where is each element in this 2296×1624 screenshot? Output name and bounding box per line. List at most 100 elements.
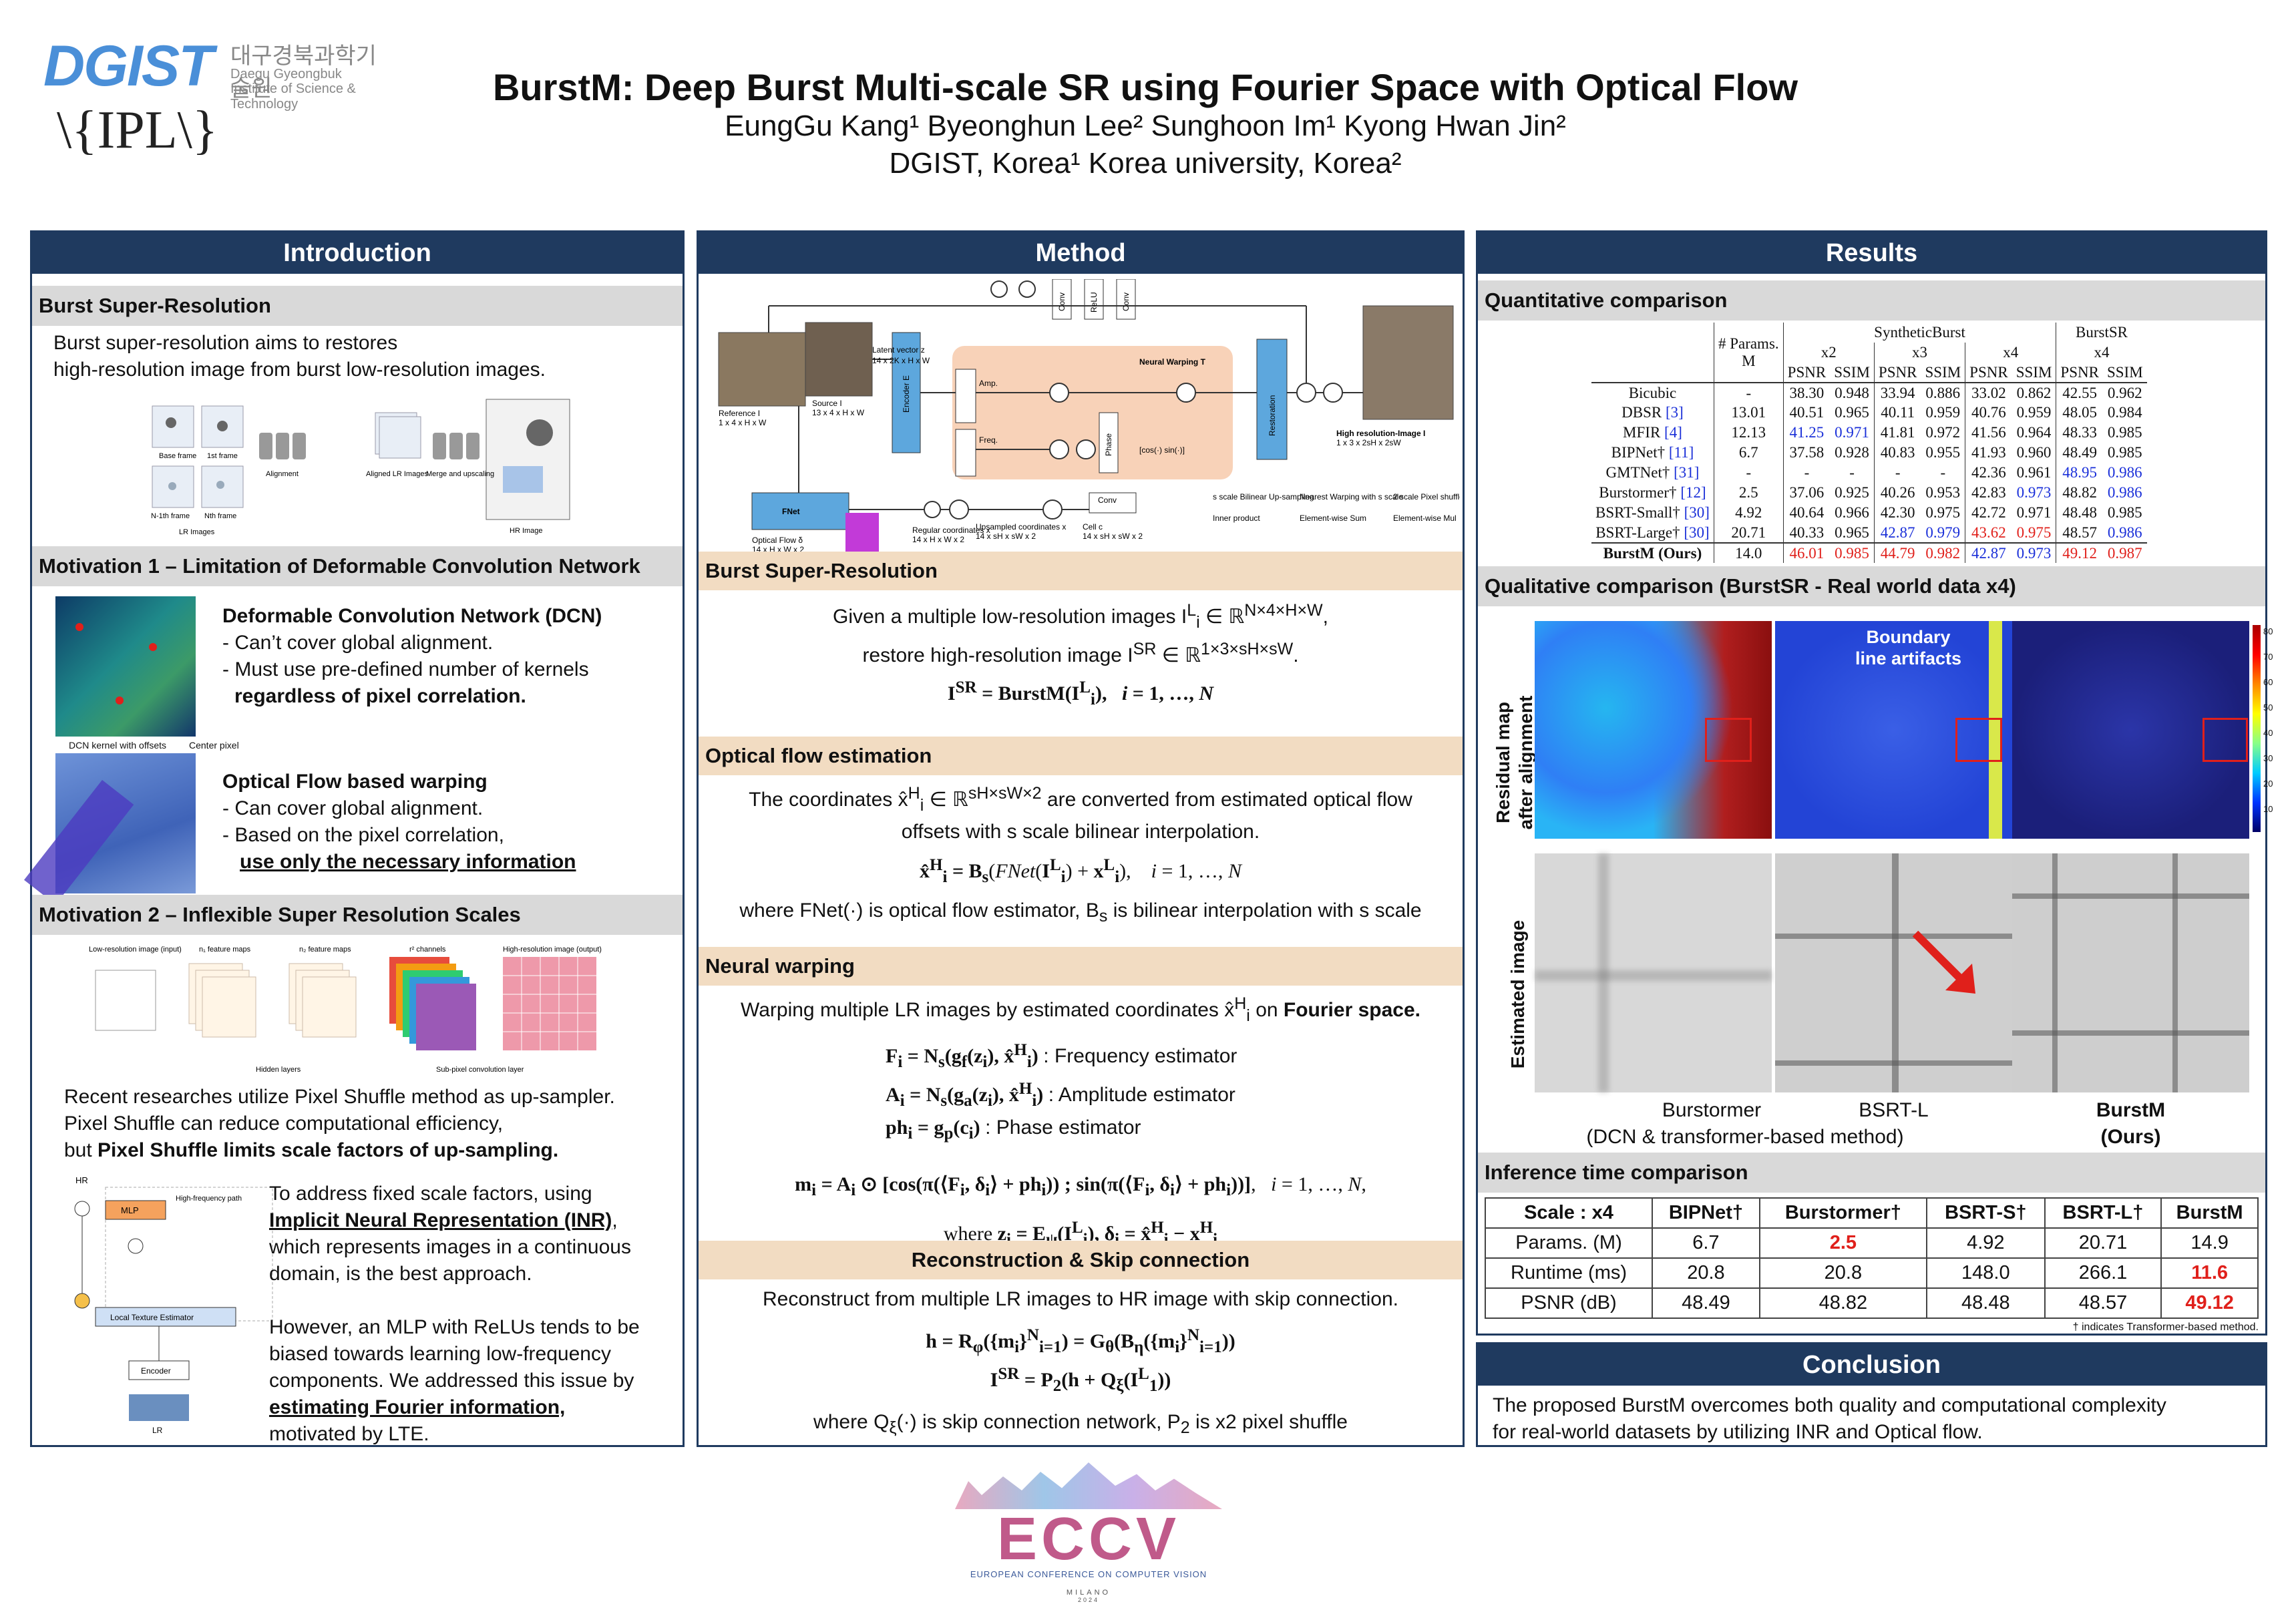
of-title: Optical Flow based warping — [222, 771, 488, 793]
th-psnr: PSNR — [1965, 363, 2012, 383]
inference-row-label: Params. (M) — [1484, 1227, 1654, 1259]
inference-table: Scale : x4 BIPNet† Burstormer† BSRT-S† BSRT-… — [1484, 1197, 2259, 1319]
table-row: MFIR [4] 12.13 41.25 0.971 41.81 0.972 41.56 0.… — [1591, 423, 2147, 443]
value-cell: 0.985 — [2107, 444, 2142, 461]
colorbar-tick: 60 — [2263, 677, 2273, 687]
ps-hidden-label: Hidden layers — [256, 1066, 301, 1074]
diag-relu: ReLU — [1089, 292, 1099, 313]
method-optical-flow-heading: Optical flow estimation — [699, 737, 1463, 775]
value-cell: 0.948 — [1835, 384, 1869, 401]
method-name-cell: Burstormer† [12] — [1599, 484, 1706, 501]
inference-value-cell: 4.92 — [1925, 1227, 2046, 1259]
colorbar-tick: 50 — [2263, 702, 2273, 713]
colorbar — [2253, 625, 2261, 832]
value-cell: 48.57 — [2056, 523, 2103, 543]
method-name-cell: DBSR [3] — [1621, 404, 1684, 421]
table-row: BurstM (Ours) 14.0 46.01 0.985 44.79 0.982 42.… — [1591, 543, 2147, 563]
fig1-first-label: 1st frame — [207, 452, 238, 460]
fig1-aligned-label: Aligned LR Images — [366, 470, 428, 478]
inference-header-cell: Scale : x4 — [1484, 1197, 1654, 1229]
value-cell: 0.972 — [1925, 424, 1961, 441]
value-cell: 0.862 — [2016, 384, 2052, 401]
value-cell: 40.11 — [1873, 403, 1921, 423]
inference-value-cell: 48.82 — [1758, 1287, 1927, 1319]
inference-row-label: PSNR (dB) — [1484, 1287, 1654, 1319]
method-s1-line2: restore high-resolution image ISR ∈ ℝ1×3… — [862, 640, 1299, 666]
method-s1-line1: Given a multiple low-resolution images I… — [832, 601, 1329, 632]
value-cell: 44.79 — [1873, 543, 1921, 563]
inference-value-cell: 49.12 — [2160, 1287, 2259, 1319]
method-diagram: Latent vector z 14 x 2K x H x W Referenc… — [718, 279, 1460, 554]
value-cell: 0.959 — [2016, 404, 2052, 421]
pixel-shuffle-figure: Low-resolution image (input) n₁ feature … — [89, 946, 602, 1074]
th-ssim: SSIM — [1925, 363, 1961, 381]
inr-lte-label: Local Texture Estimator — [110, 1313, 194, 1322]
inference-header-cell: BurstM — [2160, 1197, 2259, 1229]
value-cell: 0.966 — [1835, 504, 1869, 521]
params-cell: 13.01 — [1713, 403, 1784, 423]
table-row: GMTNet† [31] - - - - -42.36 0.961 48.95 0.986 — [1591, 463, 2147, 483]
residual-map-bsrt: Boundary line artifacts — [1775, 621, 2012, 839]
method-s2-line3: where FNet(·) is optical flow estimator,… — [739, 899, 1422, 926]
diag-encoder: Encoder E — [902, 375, 911, 413]
qualitative-heading: Qualitative comparison (BurstSR - Real w… — [1478, 566, 2265, 606]
dgist-logo: DGIST 대구경북과학기술원 Daegu Gyeongbuk Institut… — [43, 33, 391, 112]
value-cell: 41.25 — [1782, 423, 1831, 443]
inference-value-cell: 48.48 — [1925, 1287, 2046, 1319]
fig1-nth-label: Nth frame — [204, 512, 236, 520]
value-cell: 38.30 — [1782, 383, 1831, 403]
diag-regular-dim: 14 x H x W x 2 — [912, 535, 964, 544]
value-cell: 0.971 — [1835, 424, 1869, 441]
inference-value-cell: 48.49 — [1652, 1287, 1760, 1319]
method-heading: Method — [699, 232, 1463, 274]
diag-fnet: FNet — [782, 507, 800, 516]
inr-text-6: biased towards learning low-frequency — [269, 1343, 611, 1365]
diag-leg-bs: s scale Bilinear Up-sampling — [1213, 492, 1314, 501]
method-name-cell: BurstM (Ours) — [1603, 544, 1702, 562]
value-cell: 0.965 — [1835, 524, 1869, 541]
conclusion-heading: Conclusion — [1478, 1344, 2265, 1386]
value-cell: - — [1940, 464, 1946, 481]
th-ssim: SSIM — [2106, 363, 2143, 381]
diag-ref: Reference I — [719, 409, 760, 418]
residual-map-burstm — [2012, 621, 2249, 839]
dcn-image — [55, 596, 196, 737]
dcn-title: Deformable Convolution Network (DCN) — [222, 605, 602, 627]
poster-affiliations: DGIST, Korea¹ Korea university, Korea² — [889, 147, 1402, 180]
value-cell: 0.982 — [1925, 544, 1961, 562]
conclusion-panel: Conclusion The proposed BurstM overcomes… — [1476, 1342, 2267, 1447]
fig1-merge-label: Merge and upscaling — [426, 470, 494, 478]
results-heading: Results — [1478, 232, 2265, 274]
diag-conv: Conv — [1098, 495, 1117, 505]
eccv-logo: ECCV EUROPEAN CONFERENCE ON COMPUTER VIS… — [955, 1462, 1222, 1603]
inr-enc-label: Encoder — [141, 1366, 171, 1376]
value-cell: 42.55 — [2056, 383, 2103, 403]
method-name-cell: BSRT-Large† [30] — [1595, 524, 1710, 541]
introduction-heading: Introduction — [32, 232, 683, 274]
value-cell: 0.987 — [2107, 544, 2142, 562]
params-cell: 2.5 — [1713, 483, 1784, 503]
burst-sr-figure: Base frame 1st frame N-1th frame Nth fra… — [151, 399, 570, 536]
value-cell: 0.979 — [1925, 524, 1961, 541]
burst-text-1: Burst super-resolution aims to restores — [53, 332, 398, 354]
value-cell: 0.886 — [1925, 384, 1961, 401]
value-cell: 0.986 — [2107, 464, 2142, 481]
method-s2-line2: offsets with s scale bilinear interpolat… — [901, 821, 1260, 843]
value-cell: 0.959 — [1925, 404, 1961, 421]
value-cell: 0.960 — [2016, 444, 2052, 461]
value-cell: 42.83 — [1965, 483, 2012, 503]
inference-value-cell: 20.8 — [1652, 1257, 1760, 1289]
value-cell: 48.49 — [2056, 443, 2103, 463]
fig1-lr-label: LR Images — [179, 528, 215, 536]
dcn-legend-center: Center pixel — [189, 740, 239, 751]
inference-heading: Inference time comparison — [1478, 1153, 2265, 1193]
th-psnr: PSNR — [2056, 363, 2103, 383]
eccv-full: EUROPEAN CONFERENCE ON COMPUTER VISION — [970, 1569, 1207, 1579]
burst-sr-heading: Burst Super-Resolution — [32, 286, 683, 326]
diag-regular: Regular coordinates x — [912, 526, 990, 535]
method-eq-h: h = Rφ({mi}Ni=1) = Gθ(Bη({mi}Ni=1)) — [926, 1326, 1235, 1356]
inference-value-cell: 20.8 — [1758, 1257, 1927, 1289]
boundary-label: Boundary line artifacts — [1855, 627, 1962, 668]
value-cell: 0.975 — [2016, 524, 2052, 541]
value-cell: 0.964 — [2016, 424, 2052, 441]
